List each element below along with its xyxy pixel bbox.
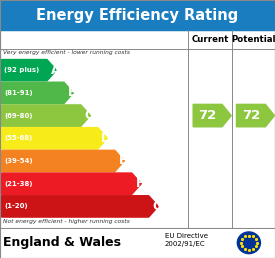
Text: B: B xyxy=(68,86,76,99)
Text: EU Directive
2002/91/EC: EU Directive 2002/91/EC xyxy=(165,233,208,247)
Polygon shape xyxy=(2,105,90,126)
Text: (55-68): (55-68) xyxy=(4,135,33,141)
Text: D: D xyxy=(101,132,111,145)
Text: 72: 72 xyxy=(199,109,217,122)
Bar xyxy=(0,228,275,258)
Bar xyxy=(0,0,275,30)
Text: G: G xyxy=(152,200,162,213)
Polygon shape xyxy=(2,60,57,81)
Text: (81-91): (81-91) xyxy=(4,90,33,96)
Bar xyxy=(0,30,275,228)
Polygon shape xyxy=(236,104,274,127)
Text: England & Wales: England & Wales xyxy=(3,236,121,249)
Text: (69-80): (69-80) xyxy=(4,112,33,119)
Text: (21-38): (21-38) xyxy=(4,181,33,187)
Text: Potential: Potential xyxy=(231,35,275,44)
Text: Energy Efficiency Rating: Energy Efficiency Rating xyxy=(36,8,239,23)
Text: (1-20): (1-20) xyxy=(4,203,28,209)
Text: (39-54): (39-54) xyxy=(4,158,33,164)
Text: 72: 72 xyxy=(242,109,260,122)
Text: F: F xyxy=(136,177,144,190)
Polygon shape xyxy=(2,82,73,103)
Text: Not energy efficient - higher running costs: Not energy efficient - higher running co… xyxy=(3,219,130,223)
Circle shape xyxy=(237,232,260,254)
Polygon shape xyxy=(2,150,124,172)
Polygon shape xyxy=(193,104,231,127)
Text: Very energy efficient - lower running costs: Very energy efficient - lower running co… xyxy=(3,50,130,55)
Text: A: A xyxy=(51,64,60,77)
Polygon shape xyxy=(2,128,107,149)
Text: Current: Current xyxy=(191,35,229,44)
Text: (92 plus): (92 plus) xyxy=(4,67,40,73)
Polygon shape xyxy=(2,173,141,194)
Text: E: E xyxy=(119,155,127,167)
Polygon shape xyxy=(2,196,158,217)
Text: C: C xyxy=(85,109,93,122)
